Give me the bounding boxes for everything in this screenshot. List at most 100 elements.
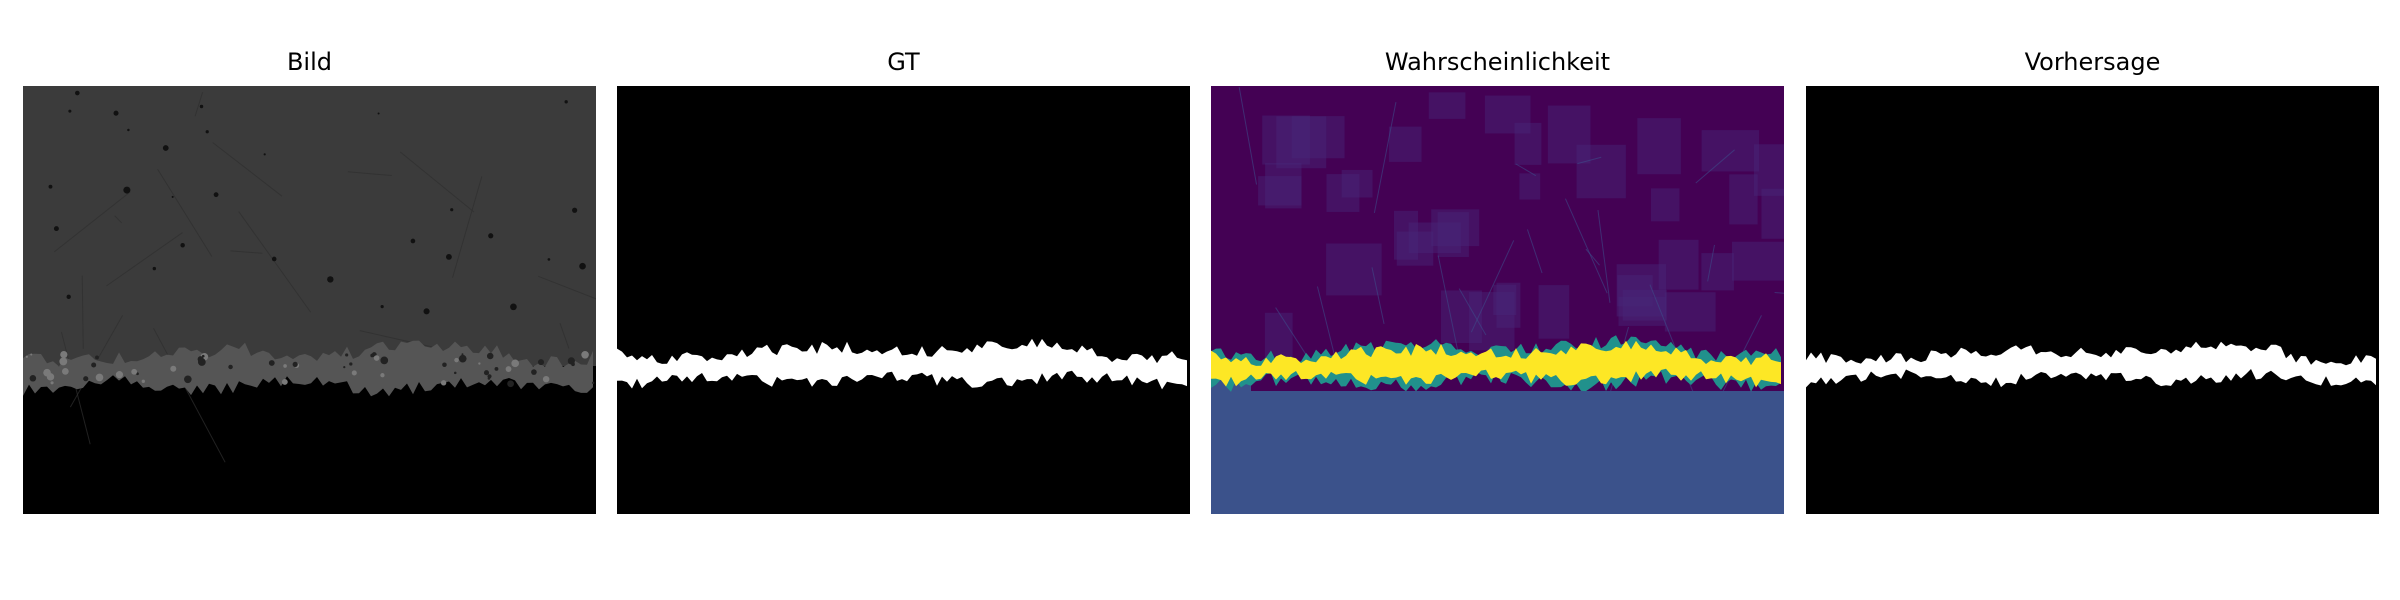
heatmap-streak: [1526, 229, 1543, 274]
grain: [91, 362, 97, 368]
pore: [123, 186, 131, 194]
heatmap-streak: [1458, 288, 1487, 336]
heatmap-patch: [1622, 289, 1667, 321]
heatmap-patch: [1408, 222, 1461, 254]
heatmap-patch: [1265, 163, 1302, 209]
scratch: [53, 191, 131, 253]
panel-title-probability: Wahrscheinlichkeit: [1384, 48, 1611, 76]
grain: [228, 364, 233, 370]
scratch: [194, 92, 204, 117]
heatmap-streak: [1238, 87, 1258, 185]
panel-title-prediction: Vorhersage: [2024, 48, 2161, 76]
pore: [205, 130, 209, 134]
grain: [454, 357, 459, 363]
grain: [345, 353, 349, 357]
heatmap-patch: [1519, 173, 1541, 200]
grain: [442, 362, 447, 368]
heatmap-patch: [1258, 176, 1302, 206]
grain: [46, 373, 55, 381]
heatmap-streak: [1585, 248, 1600, 266]
heatmap-patch: [1637, 118, 1681, 175]
grain: [461, 353, 464, 356]
heatmap-patch: [1326, 243, 1382, 296]
pore: [445, 253, 452, 260]
pore: [410, 238, 416, 244]
heatmap-patch: [1617, 275, 1653, 307]
scratch: [114, 215, 123, 224]
heatmap-patch: [1437, 212, 1469, 257]
pore: [68, 109, 72, 113]
heatmap-patch: [1276, 116, 1327, 169]
grain: [141, 379, 145, 383]
grain: [136, 372, 139, 376]
grain: [184, 375, 192, 384]
heatmap-patch: [1761, 188, 1784, 239]
panel-title-gt: GT: [887, 48, 920, 76]
pore: [213, 192, 219, 198]
heatmap-patch: [1701, 253, 1734, 291]
grain: [268, 360, 275, 366]
scratch: [452, 176, 483, 278]
heatmap-patch: [1393, 210, 1419, 260]
heatmap-streak: [1470, 240, 1515, 333]
grain: [373, 355, 380, 361]
upper-material: [23, 86, 596, 366]
heatmap-streak: [1695, 149, 1735, 184]
pore: [450, 208, 454, 212]
pore: [171, 195, 174, 198]
scratch: [230, 250, 263, 254]
heatmap-patch: [1729, 174, 1758, 225]
panel-image: Bild: [23, 0, 596, 600]
scratch: [238, 211, 312, 313]
panel-title-image: Bild: [286, 48, 333, 76]
heatmap-streak: [1437, 255, 1460, 357]
grain: [458, 354, 467, 363]
pore: [263, 153, 266, 156]
heatmap-patch: [1388, 126, 1422, 162]
pore: [423, 308, 430, 315]
mask-region: [617, 338, 1187, 390]
ground-truth-mask: [617, 86, 1190, 514]
mask-background: [1806, 86, 2379, 514]
heatmap-patch: [1576, 144, 1626, 199]
scratch: [81, 275, 84, 349]
heatmap-patch: [1514, 122, 1542, 165]
grain: [95, 373, 104, 382]
heatmap-patch: [1731, 241, 1784, 281]
grain: [60, 350, 68, 359]
pore: [180, 243, 185, 248]
heatmap-patch: [1431, 209, 1480, 247]
grain: [30, 353, 33, 356]
heatmap-streak: [1774, 292, 1784, 294]
scratch: [106, 232, 183, 287]
grain: [351, 370, 357, 376]
pore: [162, 145, 169, 151]
grain: [25, 355, 28, 358]
grain: [170, 365, 177, 372]
grain: [380, 356, 389, 365]
panel-prediction: Vorhersage: [1806, 0, 2379, 600]
panel-probability: Wahrscheinlichkeit: [1211, 0, 1784, 600]
grain: [531, 369, 537, 375]
heatmap-streak: [1564, 198, 1608, 294]
heatmap-patch: [1701, 130, 1760, 172]
grain: [197, 358, 206, 366]
heatmap-patch: [1547, 105, 1591, 164]
grain: [349, 362, 353, 366]
heatmap-patch: [1650, 188, 1680, 222]
grain: [283, 364, 287, 368]
pore: [75, 90, 80, 96]
heatmap-patch: [1484, 95, 1531, 134]
pore: [327, 276, 334, 283]
grain: [494, 367, 499, 371]
heatmap-patch: [1658, 239, 1699, 290]
heatmap-patch: [1496, 282, 1521, 328]
grain: [95, 355, 99, 360]
pore: [113, 110, 119, 116]
heatmap-high: [1211, 340, 1781, 388]
scratch: [347, 171, 392, 177]
grain: [380, 373, 385, 378]
panel-ground-truth: GT: [617, 0, 1190, 600]
grain: [483, 370, 490, 376]
heatmap-lower-region: [1211, 391, 1784, 514]
